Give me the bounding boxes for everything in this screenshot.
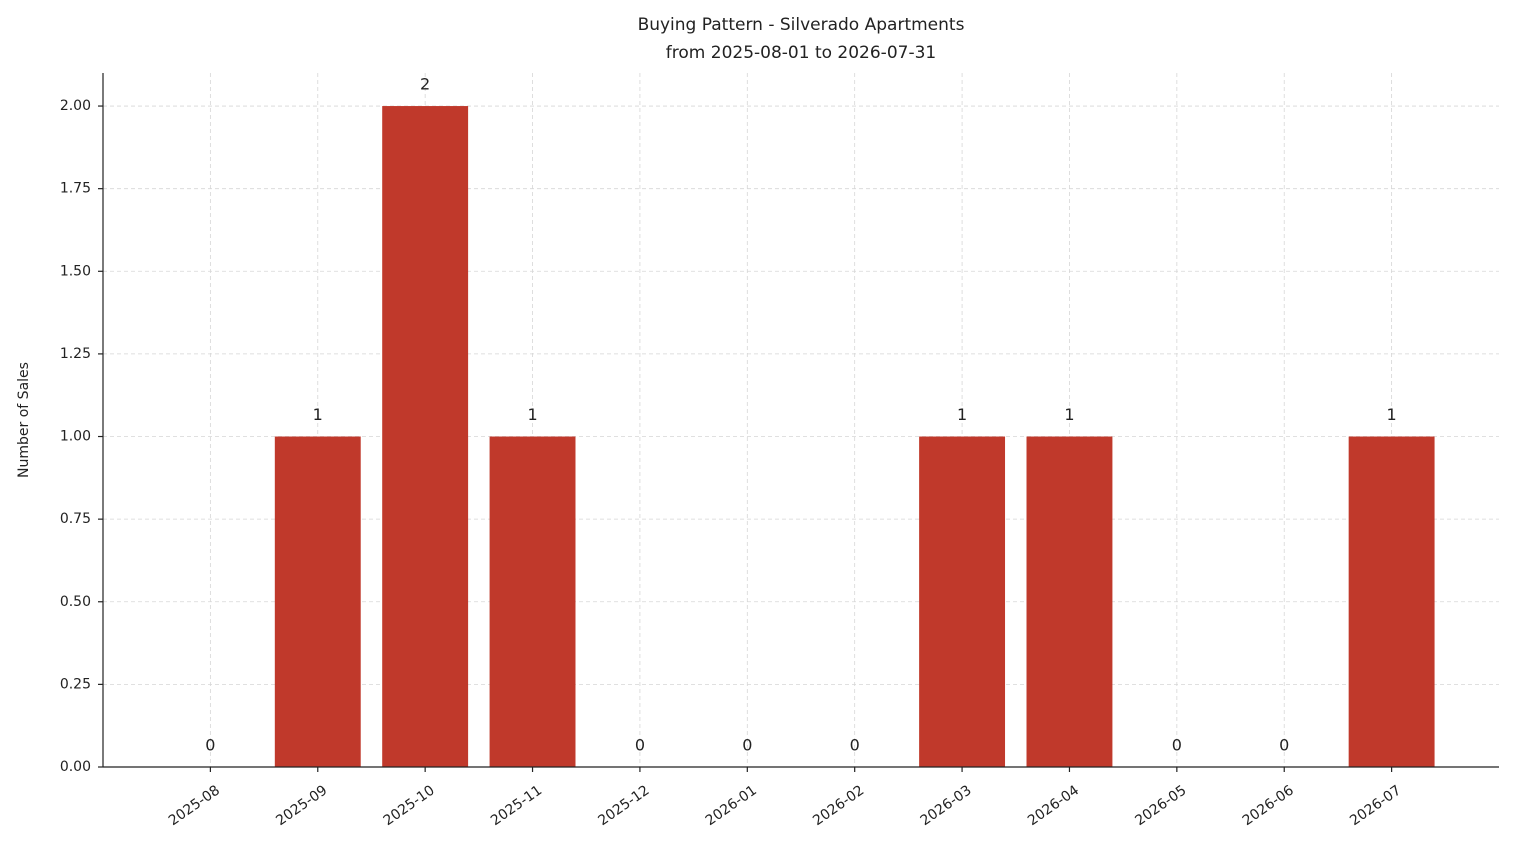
y-tick-label: 1.75 bbox=[60, 181, 91, 197]
y-tick-label: 1.25 bbox=[60, 346, 91, 362]
bar bbox=[489, 436, 576, 767]
data-label: 0 bbox=[205, 736, 215, 755]
y-tick-label: 0.75 bbox=[60, 511, 91, 527]
chart-subtitle: from 2025-08-01 to 2026-07-31 bbox=[666, 43, 936, 63]
data-label: 0 bbox=[850, 736, 860, 755]
bar bbox=[274, 436, 361, 767]
y-tick-label: 1.00 bbox=[60, 429, 91, 445]
bar bbox=[382, 106, 469, 768]
x-tick-label: 2025-10 bbox=[381, 782, 438, 829]
y-tick-label: 0.25 bbox=[60, 676, 91, 692]
x-tick-label: 2025-12 bbox=[595, 782, 652, 829]
bar bbox=[1348, 436, 1435, 767]
data-label: 1 bbox=[957, 405, 967, 424]
x-tick-label: 2025-11 bbox=[488, 782, 545, 829]
data-label: 1 bbox=[1387, 405, 1397, 424]
data-label: 0 bbox=[1172, 736, 1182, 755]
data-label: 0 bbox=[1279, 736, 1289, 755]
data-label: 1 bbox=[313, 405, 323, 424]
data-label: 1 bbox=[527, 405, 537, 424]
x-tick-label: 2026-04 bbox=[1025, 782, 1082, 829]
data-label: 0 bbox=[742, 736, 752, 755]
x-tick-label: 2025-08 bbox=[166, 782, 223, 829]
x-tick-label: 2026-05 bbox=[1132, 782, 1189, 829]
bar bbox=[919, 436, 1006, 767]
chart-title: Buying Pattern - Silverado Apartments bbox=[638, 15, 965, 35]
y-tick-label: 0.00 bbox=[60, 759, 91, 775]
data-label: 2 bbox=[420, 75, 430, 94]
x-tick-label: 2025-09 bbox=[273, 782, 330, 829]
x-tick-label: 2026-01 bbox=[703, 782, 760, 829]
data-label: 0 bbox=[635, 736, 645, 755]
data-label: 1 bbox=[1064, 405, 1074, 424]
y-tick-label: 2.00 bbox=[60, 98, 91, 114]
x-tick-label: 2026-07 bbox=[1347, 782, 1404, 829]
y-axis-label: Number of Sales bbox=[16, 362, 32, 478]
x-tick-label: 2026-06 bbox=[1240, 782, 1297, 829]
bar bbox=[1026, 436, 1113, 767]
y-tick-label: 1.50 bbox=[60, 263, 91, 279]
x-tick-label: 2026-02 bbox=[810, 782, 867, 829]
x-tick-label: 2026-03 bbox=[918, 782, 975, 829]
y-tick-label: 0.50 bbox=[60, 594, 91, 610]
